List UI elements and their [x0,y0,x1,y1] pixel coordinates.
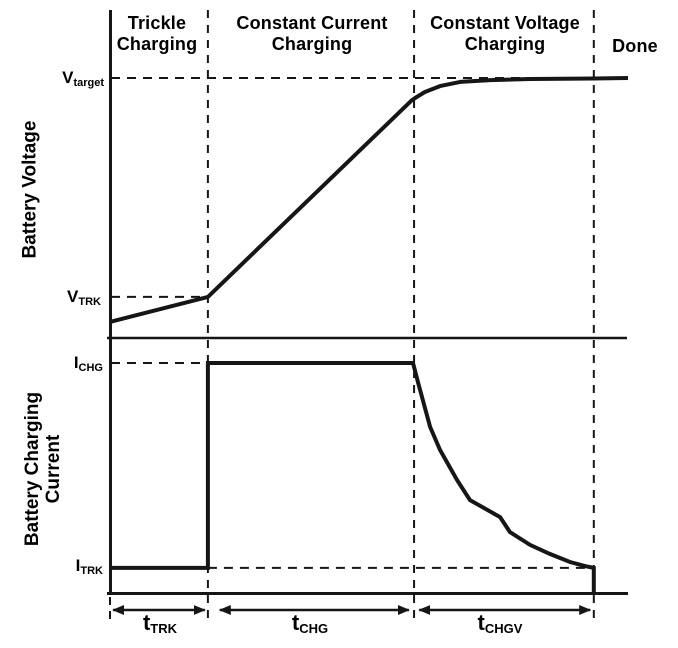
v-target-symbol: V [62,68,74,87]
i-trk-subscript: TRK [80,565,103,577]
t-chg-subscript: CHG [299,621,329,636]
v-trk-level-label: VTRK [29,287,101,308]
t-chg-symbol: t [291,610,300,635]
i-chg-symbol: I [73,353,79,372]
voltage-axis-label: Battery Voltage [19,120,41,259]
t-chgv-symbol: t [477,610,485,635]
phase-label-trickle-charging: Trickle Charging [116,13,198,54]
i-trk-symbol: I [75,556,81,575]
t-chg-interval-label: tCHG [260,610,360,636]
phase-label-done: Done [612,36,658,56]
i-chg-level-label: ICHG [31,353,103,374]
v-target-level-label: Vtarget [32,68,104,89]
v-target-subscript: target [73,77,104,89]
i-trk-level-label: ITRK [31,556,103,577]
t-chgv-subscript: CHGV [484,621,523,636]
i-chg-subscript: CHG [78,362,103,374]
v-trk-subscript: TRK [78,296,101,308]
t-trk-symbol: t [142,610,151,635]
v-trk-symbol: V [67,287,79,306]
phase-label-constant-current-charging: Constant Current Charging [236,13,388,54]
current-curve [110,361,596,593]
voltage-curve [109,76,629,324]
current-axis-label: Battery Charging Current [22,391,64,547]
t-trk-subscript: TRK [150,621,178,636]
phase-label-constant-voltage-charging: Constant Voltage Charging [430,13,580,54]
t-trk-interval-label: tTRK [110,610,210,636]
t-chgv-interval-label: tCHGV [450,610,550,636]
